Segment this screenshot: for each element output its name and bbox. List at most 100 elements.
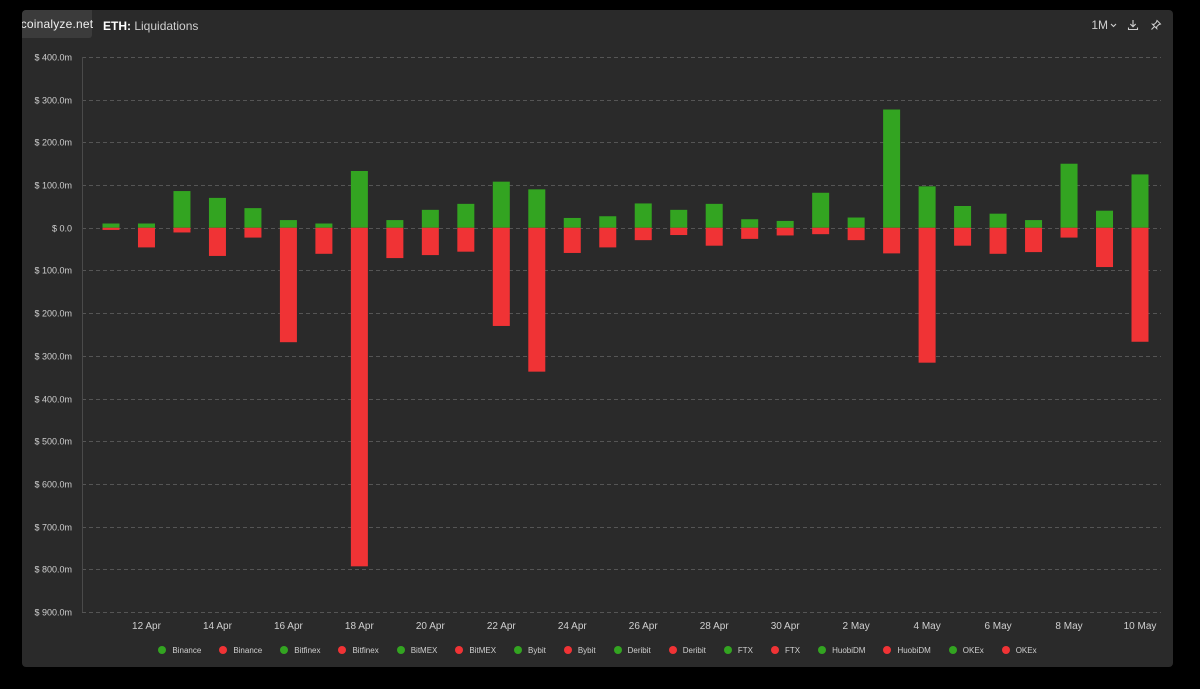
timeframe-select[interactable]: 1M	[1091, 18, 1117, 32]
long-bar[interactable]	[883, 109, 901, 228]
legend-item[interactable]: Deribit	[613, 645, 651, 655]
short-bar[interactable]	[102, 227, 120, 230]
legend-item[interactable]: Bitfinex	[280, 646, 320, 655]
long-bar[interactable]	[350, 170, 368, 228]
legend-swatch	[396, 646, 405, 654]
y-tick-label: $ 400.0m	[34, 395, 72, 405]
short-bar[interactable]	[954, 227, 972, 246]
long-bar[interactable]	[1060, 163, 1078, 228]
short-bar[interactable]	[883, 227, 901, 254]
legend-item[interactable]: FTX	[723, 645, 753, 655]
legend-item[interactable]: Deribit	[668, 645, 706, 655]
y-tick-label: $ 900.0m	[34, 608, 72, 618]
long-bar[interactable]	[847, 217, 865, 228]
legend-label: FTX	[737, 645, 753, 655]
download-button[interactable]	[1126, 18, 1140, 32]
legend-swatch	[883, 646, 892, 654]
long-bar[interactable]	[705, 203, 723, 228]
y-tick-label: $ 400.0m	[34, 53, 72, 63]
pin-button[interactable]	[1149, 18, 1163, 32]
short-bar[interactable]	[457, 227, 475, 252]
short-bar[interactable]	[705, 227, 723, 246]
logo-text: coinalyze.net	[22, 17, 94, 31]
short-bar[interactable]	[528, 227, 546, 372]
long-bar[interactable]	[741, 219, 759, 228]
long-bar[interactable]	[634, 203, 652, 228]
legend-item[interactable]: Bybit	[514, 646, 546, 655]
short-bar[interactable]	[492, 227, 510, 326]
legend-label: Deribit	[627, 645, 651, 655]
legend-item[interactable]: Bitfinex	[338, 646, 379, 655]
long-bar[interactable]	[1096, 210, 1114, 228]
legend-item[interactable]: HuobiDM	[818, 646, 865, 655]
short-bar[interactable]	[421, 227, 439, 256]
short-bar[interactable]	[847, 227, 865, 241]
long-bar[interactable]	[386, 220, 404, 228]
legend-item[interactable]: Bybit	[563, 646, 596, 655]
long-bar[interactable]	[670, 209, 688, 228]
short-bar[interactable]	[386, 227, 404, 259]
long-bar[interactable]	[989, 213, 1007, 228]
long-bar[interactable]	[776, 220, 794, 228]
x-tick-label: 22 Apr	[487, 621, 517, 632]
long-bar[interactable]	[102, 223, 120, 228]
short-bar[interactable]	[1025, 227, 1043, 253]
long-bar[interactable]	[954, 205, 972, 228]
x-tick-label: 28 Apr	[700, 621, 730, 632]
short-bar[interactable]	[1060, 227, 1078, 238]
legend-item[interactable]: Binance	[219, 646, 262, 655]
short-bar[interactable]	[173, 227, 191, 233]
legend-label: Binance	[172, 645, 202, 655]
long-bar[interactable]	[812, 192, 830, 228]
long-bar[interactable]	[208, 197, 226, 228]
long-bar[interactable]	[563, 217, 581, 228]
legend-item[interactable]: OKEx	[948, 646, 984, 655]
y-tick-label: $ 500.0m	[34, 437, 72, 447]
short-bar[interactable]	[634, 227, 652, 241]
legend-item[interactable]: BitMEX	[455, 646, 496, 655]
short-bar[interactable]	[315, 227, 333, 254]
legend-swatch	[818, 646, 827, 654]
short-bar[interactable]	[812, 227, 830, 235]
short-bar[interactable]	[918, 227, 936, 363]
short-bar[interactable]	[670, 227, 688, 236]
short-bar[interactable]	[563, 227, 581, 253]
x-tick-label: 26 Apr	[629, 621, 659, 632]
short-bar[interactable]	[279, 227, 297, 343]
short-bar[interactable]	[989, 227, 1007, 254]
legend-item[interactable]: Binance	[158, 646, 201, 655]
legend-label: Deribit	[682, 645, 706, 655]
long-bar[interactable]	[457, 203, 475, 228]
short-bar[interactable]	[244, 227, 262, 238]
long-bar[interactable]	[244, 208, 262, 228]
short-bar[interactable]	[208, 227, 226, 256]
long-bar[interactable]	[279, 220, 297, 228]
long-bar[interactable]	[1131, 174, 1149, 228]
legend-swatch	[723, 646, 732, 654]
long-bar[interactable]	[315, 223, 333, 228]
short-bar[interactable]	[1096, 227, 1114, 268]
long-bar[interactable]	[1025, 220, 1043, 228]
coinalyze-logo[interactable]: coinalyze.net	[22, 10, 94, 38]
short-bar[interactable]	[1131, 227, 1149, 342]
chart-panel: coinalyze.net ETH: Liquidations 1M $ 400…	[22, 10, 1173, 667]
long-bar[interactable]	[599, 216, 617, 228]
short-bar[interactable]	[350, 227, 368, 567]
long-bar[interactable]	[173, 191, 191, 228]
long-bar[interactable]	[137, 223, 155, 228]
legend-swatch	[1001, 646, 1010, 654]
short-bar[interactable]	[599, 227, 617, 248]
short-bar[interactable]	[741, 227, 759, 239]
short-bar[interactable]	[776, 227, 794, 236]
legend-item[interactable]: BitMEX	[396, 646, 437, 655]
long-bar[interactable]	[918, 186, 936, 228]
long-bar[interactable]	[421, 209, 439, 228]
legend-item[interactable]: FTX	[771, 646, 800, 655]
long-bar[interactable]	[528, 189, 546, 228]
legend-item[interactable]: OKEx	[1001, 646, 1037, 655]
x-tick-label: 12 Apr	[132, 621, 162, 632]
long-bar[interactable]	[492, 181, 510, 228]
short-bar[interactable]	[137, 227, 155, 248]
legend-item[interactable]: HuobiDM	[883, 646, 931, 655]
chart-title: ETH: Liquidations	[103, 19, 198, 33]
